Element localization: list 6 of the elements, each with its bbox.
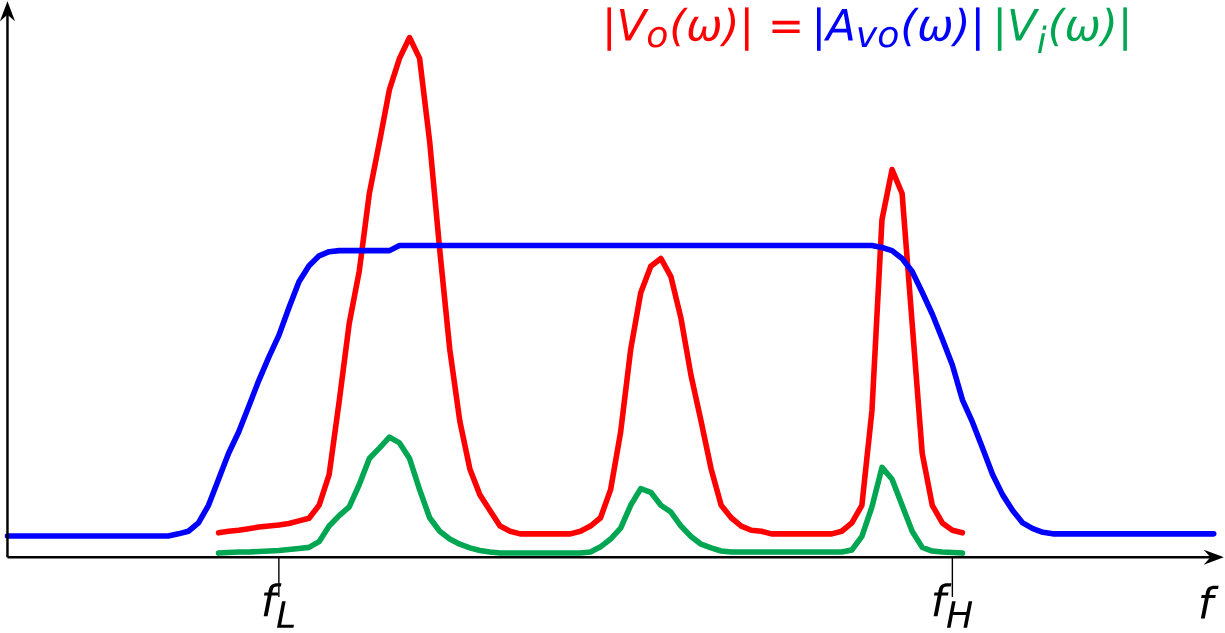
x-tick-label: f$_{L}$ <box>263 583 294 628</box>
x-axis-title: f <box>1200 585 1219 619</box>
annotation: |V$_{o}$(ω)| = <box>607 7 800 51</box>
x-tick-label: f$_{H}$ <box>933 583 973 628</box>
annotation: |V$_{i}$(ω)| <box>997 7 1127 53</box>
annotation: |A$_{vo}$(ω)| <box>817 7 980 51</box>
